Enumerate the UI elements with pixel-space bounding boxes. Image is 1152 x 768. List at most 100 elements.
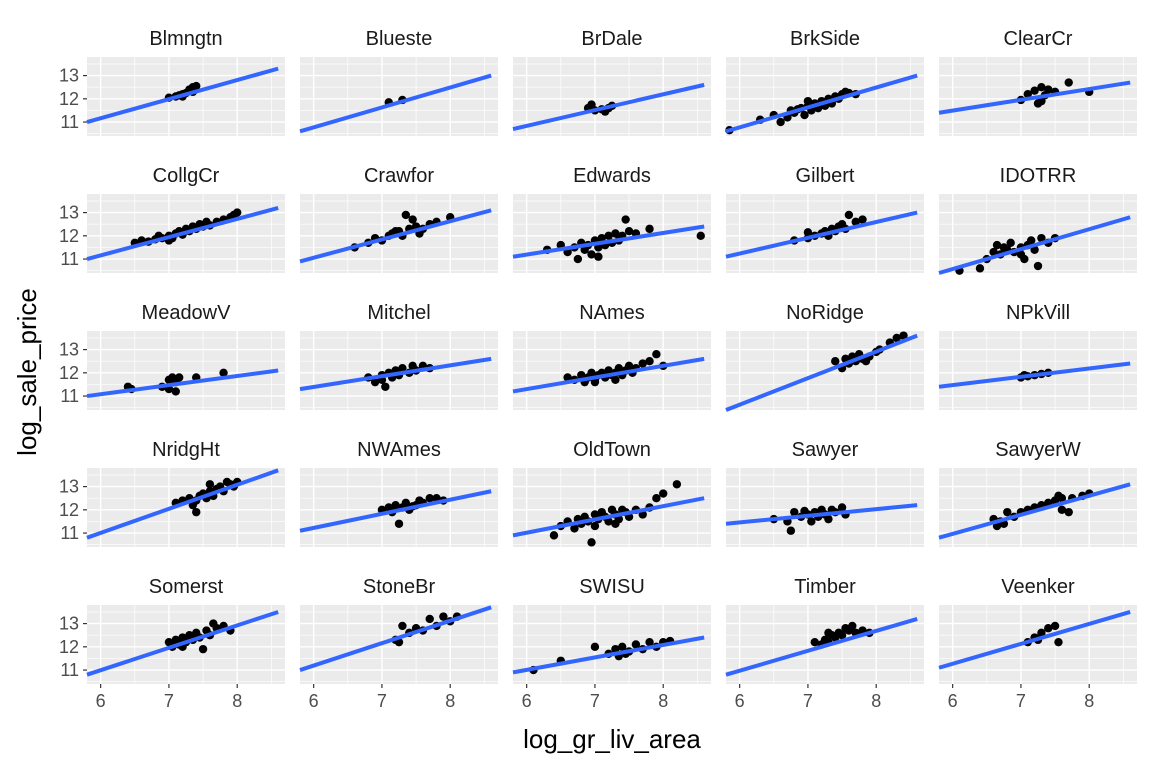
facet-strip-label: Timber — [794, 576, 856, 598]
regression-line — [938, 80, 1131, 115]
data-point — [611, 375, 620, 384]
facet-panel: NridgHt 11 12 13 — [59, 439, 285, 547]
x-tick-label: 6 — [309, 691, 319, 711]
data-point — [398, 621, 407, 631]
data-point — [192, 507, 201, 517]
facet-panel: StoneBr 6 7 8 — [299, 576, 498, 711]
data-point — [198, 644, 208, 654]
data-point — [587, 250, 596, 259]
data-point — [659, 489, 668, 498]
facet-strip-label: SawyerW — [995, 439, 1081, 461]
data-point — [618, 642, 627, 652]
data-point — [1057, 494, 1067, 503]
facet-strip-label: Mitchel — [367, 302, 430, 324]
data-point — [1064, 78, 1073, 87]
y-tick-label: 12 — [59, 637, 79, 657]
regression-line — [725, 617, 918, 677]
facet-panel: IDOTRR — [938, 165, 1137, 275]
facet-panel: OldTown — [512, 439, 711, 547]
x-tick-label: 6 — [522, 691, 532, 711]
data-point — [590, 642, 600, 652]
facet-panel: Blmngtn 11 12 13 — [59, 28, 285, 136]
data-point — [1050, 621, 1060, 631]
data-point — [611, 519, 620, 528]
data-point — [370, 377, 380, 387]
data-point — [425, 494, 434, 503]
x-tick-label: 8 — [232, 691, 242, 711]
facet-strip-label: MeadowV — [142, 302, 232, 324]
data-point — [975, 264, 985, 273]
regression-line — [86, 66, 279, 124]
data-point — [1054, 637, 1063, 647]
facet-strip-label: NPkVill — [1006, 302, 1070, 324]
x-tick-label: 8 — [658, 691, 668, 711]
facet-panel: MeadowV 11 12 13 — [59, 302, 285, 410]
regression-line — [938, 215, 1131, 275]
data-point — [408, 215, 417, 224]
data-point — [848, 621, 857, 631]
y-tick-label: 12 — [59, 363, 79, 383]
data-point — [1037, 233, 1046, 243]
data-point — [1044, 85, 1053, 94]
y-axis-title: log_sale_price — [12, 288, 42, 456]
regression-line — [512, 356, 705, 394]
data-point — [989, 247, 998, 257]
data-point — [631, 640, 641, 649]
y-tick-label: 11 — [60, 523, 79, 543]
data-point — [824, 628, 833, 638]
data-point — [645, 357, 654, 366]
data-point — [672, 480, 682, 489]
regression-line — [725, 210, 918, 259]
facet-panel: CollgCr 11 12 13 — [59, 165, 285, 273]
y-tick-label: 13 — [59, 340, 79, 360]
panel-background — [939, 331, 1137, 410]
x-tick-label: 7 — [377, 691, 387, 711]
y-tick-label: 11 — [60, 112, 79, 132]
x-tick-label: 7 — [164, 691, 174, 711]
regression-line — [725, 73, 918, 134]
data-point — [810, 637, 819, 647]
facet-strip-label: Sawyer — [792, 439, 859, 461]
facet-panel: Somerst 11 12 13 6 7 8 — [59, 576, 285, 711]
regression-line — [725, 333, 918, 412]
data-point — [174, 373, 184, 382]
facet-panel: BrkSide — [725, 28, 924, 136]
x-tick-label: 8 — [445, 691, 455, 711]
facet-panel: Edwards — [512, 165, 711, 273]
data-point — [624, 226, 634, 236]
facet-panel: Mitchel — [299, 302, 498, 410]
data-point — [401, 498, 411, 508]
facet-strip-label: Edwards — [573, 165, 651, 187]
facet-panel: SWISU 6 7 8 — [512, 576, 711, 711]
data-point — [807, 517, 816, 526]
regression-line — [86, 368, 279, 399]
data-point — [394, 519, 404, 528]
data-point — [570, 524, 579, 533]
data-point — [1016, 250, 1026, 259]
data-point — [1037, 96, 1046, 106]
data-point — [1057, 505, 1067, 515]
regression-line — [938, 361, 1131, 389]
data-point — [1037, 628, 1046, 638]
data-point — [652, 350, 661, 359]
panel-background — [513, 605, 711, 684]
data-point — [587, 100, 596, 109]
data-point — [590, 377, 600, 387]
regression-line — [299, 605, 492, 672]
facet-strip-label: Somerst — [149, 576, 224, 598]
regression-line — [938, 482, 1131, 540]
data-point — [861, 357, 871, 366]
data-point — [624, 361, 634, 371]
facet-strip-label: StoneBr — [363, 576, 436, 598]
facet-strip-label: ClearCr — [1004, 28, 1073, 50]
x-tick-label: 8 — [1084, 691, 1094, 711]
x-tick-label: 6 — [96, 691, 106, 711]
data-point — [1003, 507, 1012, 517]
facet-panel: NPkVill — [938, 302, 1137, 410]
regression-line — [299, 73, 492, 134]
facet-strip-label: Blmngtn — [149, 28, 222, 50]
data-point — [604, 231, 613, 241]
x-tick-label: 7 — [590, 691, 600, 711]
data-point — [992, 240, 1002, 250]
y-tick-label: 12 — [59, 226, 79, 246]
